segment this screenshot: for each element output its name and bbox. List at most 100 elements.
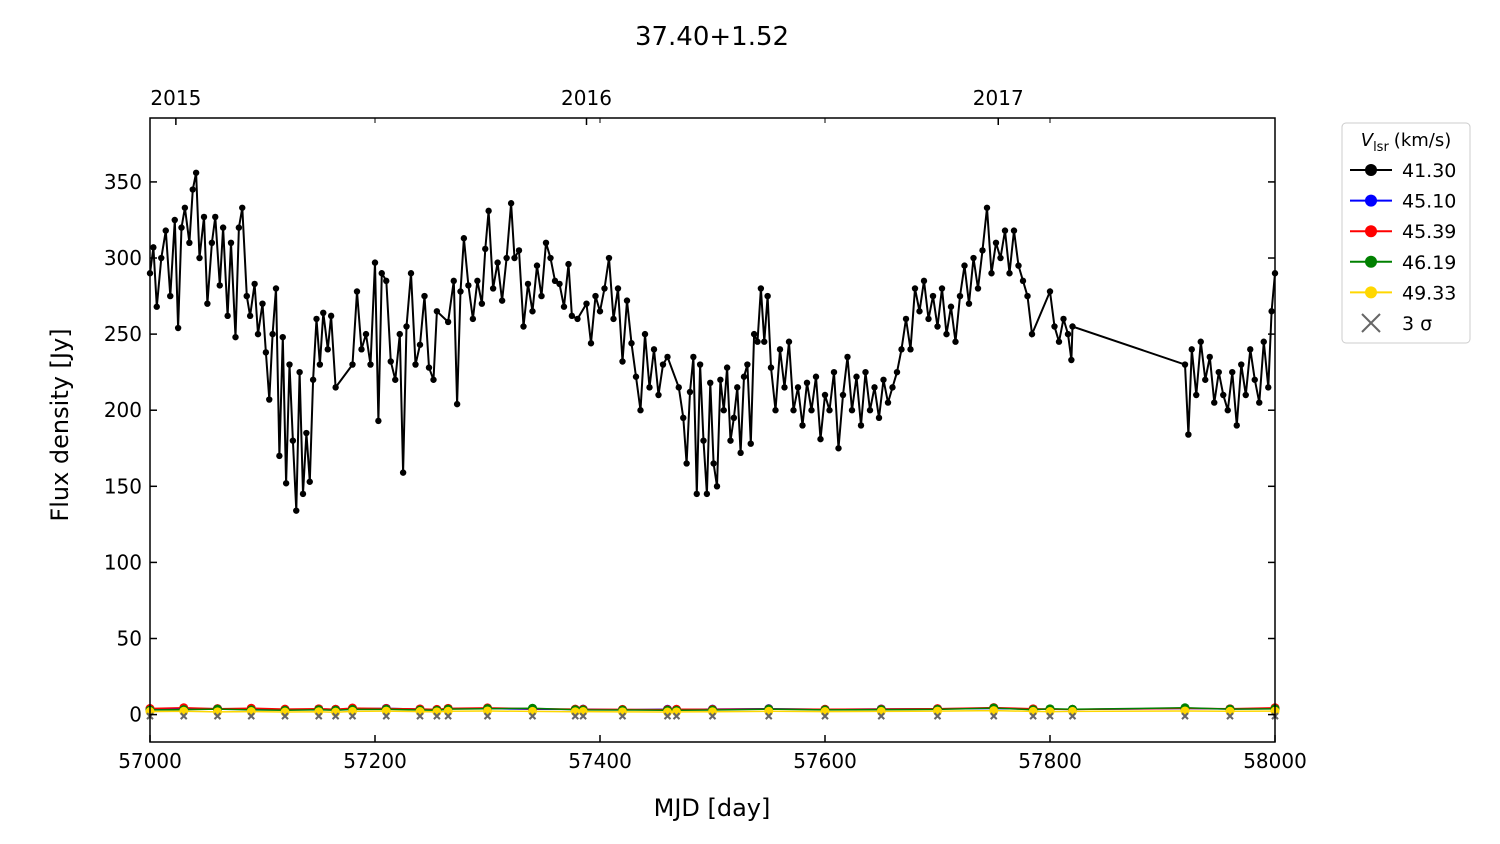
cross-stroke [213, 712, 222, 720]
plot-frame [149, 117, 1276, 743]
data-point [224, 312, 231, 320]
cross-stroke [1029, 712, 1037, 720]
data-point [212, 213, 219, 221]
data-point [1055, 338, 1063, 345]
data-point [281, 712, 289, 720]
data-point [482, 245, 489, 253]
data-point [529, 308, 536, 315]
top-tick-label: 2016 [561, 86, 612, 110]
data-point [444, 318, 452, 326]
data-point [246, 707, 256, 717]
data-point [181, 204, 189, 211]
data-point [186, 239, 193, 246]
data-point [776, 346, 784, 353]
data-point [1064, 330, 1072, 338]
data-point [1045, 707, 1055, 717]
data-point [179, 706, 189, 716]
data-point [1046, 288, 1054, 295]
data-point [320, 309, 327, 317]
data-point [348, 712, 357, 720]
top-tick-label: 2015 [150, 86, 201, 110]
data-point [853, 373, 860, 380]
data-point [734, 384, 741, 391]
data-point [524, 280, 532, 288]
data-point [790, 407, 797, 414]
data-point [902, 315, 910, 323]
legend-label: 49.33 [1402, 282, 1456, 304]
y-axis-label: Flux density [Jy] [46, 328, 74, 521]
data-point [565, 260, 572, 268]
data-point [997, 254, 1004, 262]
legend: Vlsr (km/s) 41.30 45.10 45.39 46.19 49.33 3 σ [1341, 122, 1471, 344]
data-point [396, 330, 403, 338]
data-point [1029, 712, 1037, 720]
data-point [933, 712, 942, 720]
data-point [934, 323, 941, 330]
data-point [282, 480, 290, 487]
data-point [880, 376, 887, 383]
data-point [848, 407, 856, 414]
y-tick-label: 100 [104, 550, 142, 574]
data-point [655, 391, 662, 399]
data-point [421, 292, 428, 300]
data-point [744, 361, 751, 368]
data-point [1260, 338, 1267, 345]
top-tick-label: 2017 [973, 86, 1024, 110]
data-point [208, 239, 216, 246]
data-point [979, 247, 986, 254]
data-point [614, 285, 622, 292]
data-point [289, 437, 297, 444]
data-point [425, 364, 433, 371]
y-tick-label: 200 [104, 398, 142, 422]
data-point [171, 216, 178, 224]
data-point [925, 315, 932, 323]
data-point [761, 338, 768, 345]
data-point [713, 483, 721, 490]
data-point [375, 417, 382, 425]
data-point [227, 239, 235, 246]
legend-label: 46.19 [1402, 252, 1456, 274]
data-point [844, 353, 851, 361]
data-point [1224, 407, 1231, 414]
data-point [533, 262, 541, 269]
data-point [618, 712, 627, 720]
data-point [587, 340, 595, 347]
cross-stroke [1226, 712, 1234, 720]
data-point [1181, 712, 1189, 720]
data-point [1202, 376, 1209, 383]
data-point [974, 285, 982, 292]
data-point [727, 437, 734, 444]
data-point [457, 288, 464, 295]
data-point [877, 712, 885, 720]
data-point [416, 341, 424, 348]
data-point [866, 407, 874, 414]
data-point [358, 346, 365, 353]
data-point [1233, 422, 1240, 429]
data-point [754, 338, 761, 345]
data-point [601, 285, 608, 292]
data-point [992, 239, 1000, 246]
data-point [947, 303, 955, 310]
data-point [348, 706, 357, 716]
data-point [433, 712, 441, 720]
data-point [1229, 368, 1236, 376]
legend-marker [1365, 194, 1377, 207]
data-point [349, 361, 356, 368]
data-point [498, 297, 506, 304]
data-point [306, 478, 313, 485]
data-point [907, 346, 914, 353]
data-point [1068, 712, 1077, 720]
data-point [272, 285, 280, 292]
y-tick-label: 50 [117, 627, 142, 651]
data-point [830, 368, 838, 376]
data-point [821, 712, 829, 720]
cross-stroke [672, 712, 681, 720]
data-point [707, 379, 714, 387]
data-point [299, 490, 307, 498]
cross-stroke [281, 712, 289, 720]
data-point [723, 364, 731, 371]
data-point [764, 706, 774, 716]
data-point [710, 460, 717, 467]
x-tick-label: 57800 [1018, 749, 1082, 773]
data-point [1068, 706, 1077, 716]
